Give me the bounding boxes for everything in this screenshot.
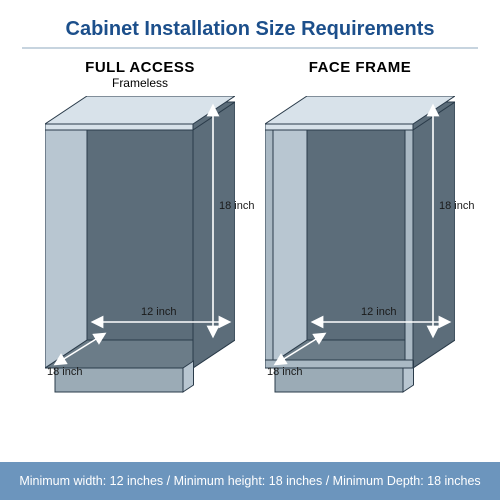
cabinet-column-1: FACE FRAME 18 inch 12 inch 18 inch bbox=[265, 59, 455, 454]
title-underline bbox=[22, 47, 478, 49]
depth-label: 18 inch bbox=[47, 366, 82, 378]
cabinet-illustration: 18 inch 12 inch 18 inch bbox=[265, 96, 455, 401]
height-label: 18 inch bbox=[219, 200, 254, 212]
column-heading: FULL ACCESS bbox=[85, 59, 195, 76]
cabinet-svg bbox=[45, 96, 235, 396]
column-subheading: Frameless bbox=[112, 76, 168, 90]
cabinet-column-0: FULL ACCESS Frameless 18 inch 12 inch 18… bbox=[45, 59, 235, 454]
depth-label: 18 inch bbox=[267, 366, 302, 378]
cabinet-pair: FULL ACCESS Frameless 18 inch 12 inch 18… bbox=[0, 59, 500, 462]
footer-bar: Minimum width: 12 inches / Minimum heigh… bbox=[0, 462, 500, 500]
column-heading: FACE FRAME bbox=[309, 59, 412, 76]
cabinet-svg bbox=[265, 96, 455, 396]
height-label: 18 inch bbox=[439, 200, 474, 212]
page-title: Cabinet Installation Size Requirements bbox=[0, 0, 500, 47]
width-label: 12 inch bbox=[361, 306, 396, 318]
width-label: 12 inch bbox=[141, 306, 176, 318]
cabinet-illustration: 18 inch 12 inch 18 inch bbox=[45, 96, 235, 401]
